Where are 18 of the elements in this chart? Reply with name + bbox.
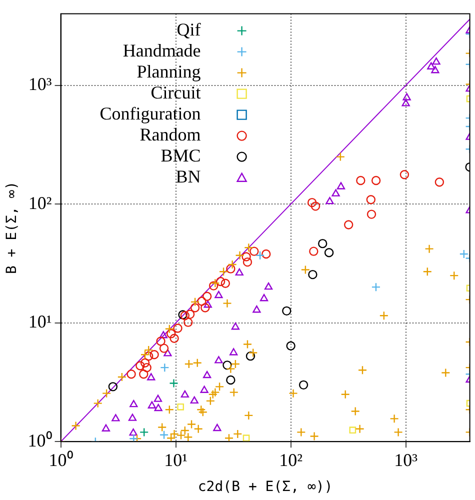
legend-label: Circuit	[150, 82, 201, 103]
y-tick-label: 10⁰	[28, 430, 52, 450]
y-tick-label: 10²	[28, 192, 52, 213]
x-tick-label: 10³	[394, 450, 418, 470]
legend-label: BMC	[160, 146, 201, 166]
x-axis-title: c2d(B + E(Σ, ∞))	[198, 479, 333, 496]
legend-label: Planning	[136, 62, 201, 82]
x-tick-label: 10¹	[164, 450, 188, 470]
x-tick-label: 10²	[279, 450, 303, 470]
y-tick-label: 10¹	[28, 312, 52, 332]
y-tick-label: 10³	[28, 74, 52, 94]
legend-label: Configuration	[100, 104, 201, 124]
y-axis-title: B + E(Σ, ∞)	[4, 181, 20, 274]
x-tick-label: 10⁰	[48, 450, 73, 470]
legend-label: Random	[140, 124, 201, 145]
legend-label: BN	[176, 166, 201, 187]
legend-label: Qif	[176, 20, 201, 40]
legend-label: Handmade	[122, 40, 201, 61]
